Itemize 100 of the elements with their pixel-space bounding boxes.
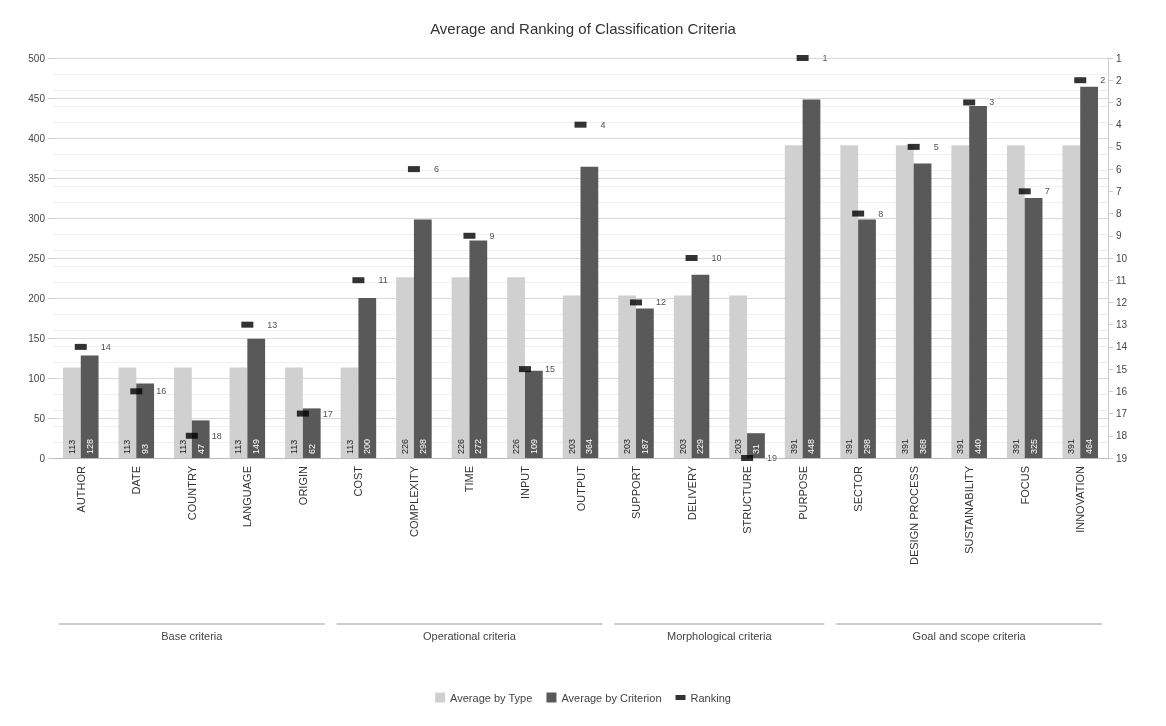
y2-tick-label: 11 [1116, 274, 1127, 286]
bar [524, 370, 543, 458]
y-tick-label: 150 [28, 332, 46, 344]
data-label: 203 [677, 438, 688, 454]
text: Operational criteria [422, 630, 517, 642]
y2-tick-label: 12 [1116, 296, 1128, 308]
data-label: 4 [600, 119, 606, 130]
data-label: 391 [1066, 438, 1077, 454]
y2-tick-label: 6 [1116, 163, 1122, 175]
data-label: 440 [973, 438, 984, 454]
data-label: 113 [66, 439, 77, 454]
data-label: 13 [267, 319, 278, 330]
bar [969, 106, 987, 458]
bar [580, 166, 599, 458]
y-tick-label: 0 [39, 452, 46, 464]
y-tick-label: 500 [28, 52, 46, 64]
data-label: 298 [417, 438, 428, 454]
bar [691, 274, 710, 458]
x-tick-label: DATE [130, 466, 143, 495]
data-label: 298 [862, 438, 873, 454]
data-label: 226 [455, 438, 466, 454]
x-tick-label: COUNTRY [185, 465, 198, 521]
y-tick-label: 400 [28, 132, 46, 144]
x-tick-label: PURPOSE [796, 466, 809, 520]
y2-tick-label: 5 [1116, 141, 1122, 153]
y2-tick-label: 7 [1116, 185, 1122, 197]
data-label: 200 [362, 438, 373, 454]
data-label: 187 [639, 438, 650, 454]
y2-tick-label: 18 [1116, 430, 1128, 442]
y2-tick-label: 14 [1116, 341, 1128, 353]
y-tick-label: 300 [28, 212, 46, 224]
data-label: 31 [750, 443, 761, 454]
data-label: 9 [489, 230, 495, 241]
y-tick-label: 200 [28, 292, 46, 304]
data-label: 16 [156, 386, 167, 397]
data-label: 2 [1100, 75, 1106, 86]
x-tick-label: SUPPORT [630, 465, 643, 519]
y-tick-label: 100 [28, 372, 46, 384]
data-label: 229 [695, 438, 706, 454]
bar [191, 420, 210, 458]
x-tick-label: DELIVERY [685, 465, 698, 521]
y-tick-label: 450 [28, 92, 46, 104]
y-tick-label: 350 [28, 172, 46, 184]
data-label: 3 [989, 97, 995, 108]
data-label: 8 [878, 208, 884, 219]
data-label: 113 [177, 439, 188, 454]
data-label: 113 [233, 439, 244, 454]
data-label: 203 [566, 438, 577, 454]
data-label: 113 [344, 439, 355, 454]
y2-tick-label: 15 [1116, 363, 1128, 375]
data-label: 391 [955, 438, 966, 454]
text: Base criteria [161, 630, 224, 642]
y-tick-label: 250 [28, 252, 46, 264]
data-label: 203 [733, 438, 744, 454]
data-label: 203 [622, 438, 633, 454]
x-tick-label: FOCUS [1018, 466, 1031, 505]
y2-tick-label: 8 [1116, 208, 1122, 220]
x-tick-label: INNOVATION [1074, 465, 1087, 533]
y2-tick-label: 2 [1116, 74, 1122, 86]
y2-tick-label: 19 [1116, 452, 1128, 464]
y2-tick-label: 4 [1116, 119, 1122, 131]
data-label: 93 [140, 443, 151, 454]
x-tick-label: SUSTAINABILITY [963, 465, 976, 554]
data-label: 272 [473, 438, 484, 454]
data-label: 47 [195, 443, 206, 454]
x-tick-label: OUTPUT [574, 465, 587, 512]
chart-title: Average and Ranking of Classification Criteria [430, 20, 737, 37]
x-tick-label: LANGUAGE [241, 466, 254, 528]
x-tick-label: INPUT [518, 465, 531, 499]
y2-tick-label: 10 [1116, 252, 1128, 264]
legend-label: Average by Criterion [561, 691, 662, 704]
x-tick-label: TIME [463, 466, 476, 493]
data-label: 18 [211, 430, 222, 441]
y2-tick-label: 3 [1116, 96, 1122, 108]
y2-tick-label: 13 [1116, 319, 1128, 331]
text: Goal and scope criteria [912, 630, 1027, 642]
data-label: 17 [322, 408, 333, 419]
data-label: 464 [1084, 438, 1095, 454]
text: Morphological criteria [667, 630, 773, 642]
y2-tick-label: 16 [1116, 385, 1128, 397]
data-label: 391 [899, 438, 910, 454]
data-label: 391 [788, 438, 799, 454]
bar [247, 338, 266, 458]
y2-tick-label: 17 [1116, 408, 1128, 420]
y2-tick-label: 9 [1116, 230, 1122, 242]
bar [802, 99, 821, 458]
data-label: 226 [511, 438, 522, 454]
bar [302, 408, 321, 458]
data-label: 109 [528, 438, 539, 454]
data-label: 226 [400, 438, 411, 454]
y2-tick-label: 1 [1116, 52, 1122, 64]
bar [413, 219, 432, 458]
bar [136, 383, 155, 458]
bar [636, 308, 654, 458]
data-label: 11 [378, 275, 388, 286]
x-tick-label: AUTHOR [74, 465, 87, 513]
data-label: 113 [122, 439, 133, 454]
bar [80, 355, 99, 458]
x-tick-label: STRUCTURE [741, 466, 754, 534]
bar [858, 219, 876, 458]
